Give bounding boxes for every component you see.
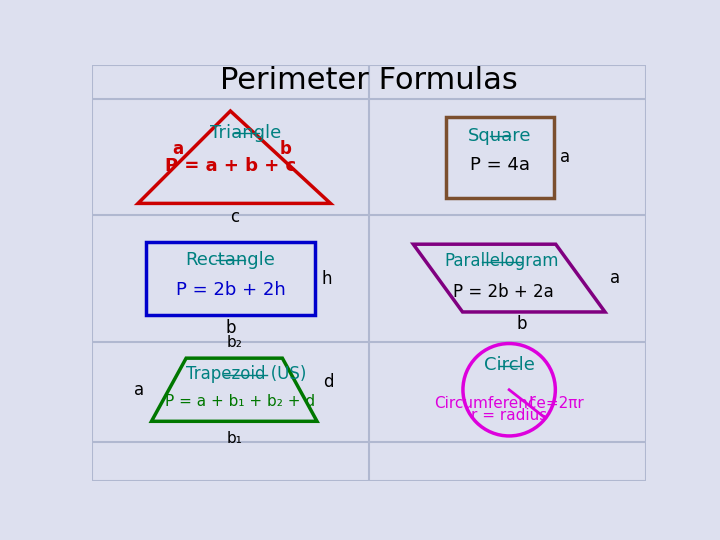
- Text: b₂: b₂: [226, 335, 242, 350]
- Text: h: h: [321, 270, 332, 288]
- Text: d: d: [323, 373, 333, 391]
- Text: Circumference=2πr: Circumference=2πr: [434, 396, 584, 411]
- Text: a: a: [134, 381, 144, 399]
- Text: Rectangle: Rectangle: [186, 251, 275, 268]
- Text: Trapezoid (US): Trapezoid (US): [186, 366, 306, 383]
- Text: b: b: [516, 315, 527, 333]
- Text: P = 2b + 2a: P = 2b + 2a: [453, 283, 554, 301]
- Text: Square: Square: [468, 127, 531, 145]
- Text: Perimeter Formulas: Perimeter Formulas: [220, 66, 518, 94]
- Text: c: c: [230, 208, 239, 226]
- Text: b: b: [225, 319, 235, 337]
- Bar: [446, 117, 554, 198]
- Text: a: a: [610, 269, 620, 287]
- Text: P = 2b + 2h: P = 2b + 2h: [176, 281, 285, 299]
- Text: Triangle: Triangle: [210, 124, 282, 141]
- Text: a: a: [173, 140, 184, 159]
- Text: r: r: [528, 392, 536, 409]
- Bar: [145, 242, 315, 315]
- Text: r = radius: r = radius: [471, 408, 547, 423]
- Text: a: a: [560, 148, 570, 166]
- Text: b: b: [280, 140, 292, 159]
- Text: Circle: Circle: [484, 356, 534, 374]
- Text: b₁: b₁: [226, 430, 242, 445]
- Text: Parallelogram: Parallelogram: [444, 252, 559, 270]
- Text: P = a + b₁ + b₂ + d: P = a + b₁ + b₂ + d: [166, 394, 315, 409]
- Text: P = 4a: P = 4a: [470, 156, 530, 174]
- Text: P = a + b + c: P = a + b + c: [165, 158, 296, 176]
